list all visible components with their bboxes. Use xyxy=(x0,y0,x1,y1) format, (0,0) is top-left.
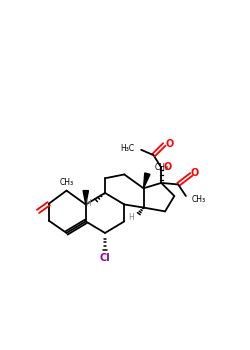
Text: O: O xyxy=(166,139,174,149)
Text: H: H xyxy=(86,199,91,208)
Polygon shape xyxy=(144,173,150,188)
Text: CH₃: CH₃ xyxy=(191,195,206,204)
Text: Cl: Cl xyxy=(100,253,110,262)
Text: O: O xyxy=(191,168,199,178)
Text: H₃C: H₃C xyxy=(120,144,134,153)
Polygon shape xyxy=(83,191,88,204)
Text: CH₃: CH₃ xyxy=(155,163,169,172)
Text: CH₃: CH₃ xyxy=(60,178,74,187)
Text: H: H xyxy=(128,213,134,222)
Text: O: O xyxy=(163,162,172,172)
